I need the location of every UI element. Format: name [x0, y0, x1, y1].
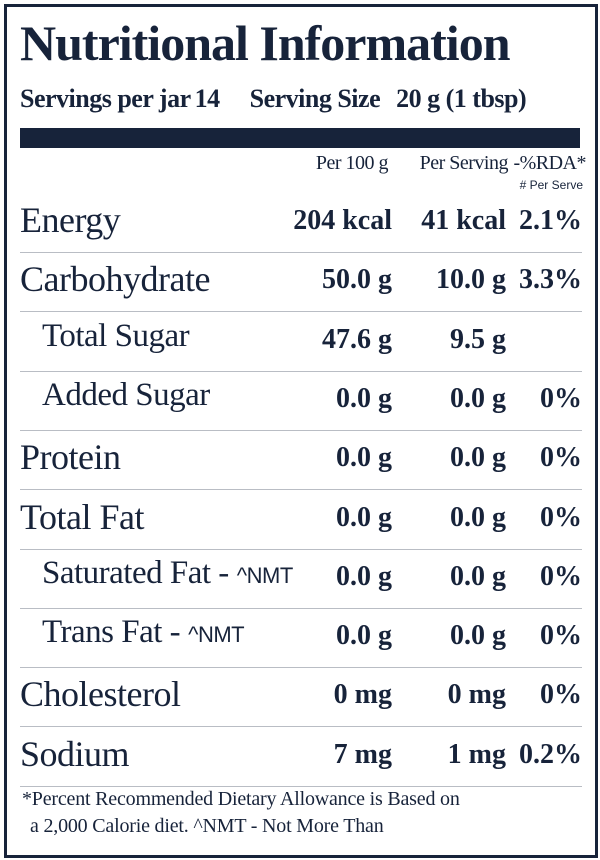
nutrient-value: 0.2% — [519, 738, 582, 770]
nutrient-row: Added Sugar 0.0 g 0.0 g 0% — [20, 371, 582, 431]
nutrient-row: Protein 0.0 g 0.0 g 0% — [20, 430, 582, 491]
nutrient-label: Trans Fat - — [42, 614, 181, 651]
nutrient-value: 3.3% — [519, 264, 582, 296]
column-header: -%RDA* — [513, 152, 586, 174]
nutrient-value: 2.1% — [519, 205, 582, 236]
nutrient-name: Cholesterol — [20, 673, 181, 715]
nutrient-label: Total Sugar — [42, 317, 190, 354]
nutrient-value: 0.0 g — [336, 620, 392, 652]
title: Nutritional Information — [20, 15, 510, 71]
nutrient-label: Protein — [20, 437, 121, 478]
nutrient-value: 47.6 g — [322, 323, 392, 355]
nutrient-value: 0% — [540, 382, 582, 414]
nutrient-value: 0.0 g — [336, 442, 392, 474]
nutrient-row: Carbohydrate 50.0 g 10.0 g 3.3% — [20, 252, 582, 313]
nutrient-value: 9.5 g — [450, 323, 506, 355]
nutrient-name: Trans Fat - ^NMT — [42, 614, 245, 651]
divider-bar — [20, 128, 580, 148]
nutrient-name: Total Fat — [20, 496, 144, 538]
nutrient-name: Sodium — [20, 733, 130, 775]
servings-label: Servings per jar — [20, 84, 191, 113]
nutrient-note: ^NMT — [236, 562, 293, 588]
nutrient-name: Protein — [20, 436, 121, 478]
nutrient-label: Energy — [20, 200, 121, 240]
nutrient-row: Saturated Fat - ^NMT 0.0 g 0.0 g 0% — [20, 549, 582, 609]
rda-note: # Per Serve — [519, 178, 583, 192]
nutrient-value: 7 mg — [333, 738, 392, 770]
nutrient-row: Total Sugar 47.6 g 9.5 g — [20, 312, 582, 372]
nutrient-label: Cholesterol — [20, 674, 181, 715]
frame — [4, 4, 598, 858]
nutrient-row: Total Fat 0.0 g 0.0 g 0% — [20, 490, 582, 550]
nutrient-value: 0.0 g — [450, 620, 506, 652]
nutrient-value: 0% — [540, 501, 582, 533]
nutrient-value: 0% — [540, 442, 582, 474]
nutrient-row: Sodium 7 mg 1 mg 0.2% — [20, 727, 582, 787]
column-header: Per Serving — [419, 152, 509, 174]
nutrient-value: 0.0 g — [450, 382, 506, 414]
nutrient-value: 0.0 g — [450, 501, 506, 533]
nutrient-label: Saturated Fat - — [42, 554, 229, 591]
nutrient-value: 0.0 g — [336, 382, 392, 414]
nutrient-label: Carbohydrate — [20, 259, 210, 300]
nutrient-value: 0% — [540, 679, 582, 711]
nutrient-row: Cholesterol 0 mg 0 mg 0% — [20, 667, 582, 728]
nutrient-value: 0 mg — [447, 679, 506, 711]
nutrient-name: Added Sugar — [42, 377, 210, 414]
nutrient-value: 0% — [540, 620, 582, 652]
nutrient-value: 0 mg — [333, 679, 392, 711]
nutrient-name: Saturated Fat - ^NMT — [42, 555, 293, 592]
nutrient-value: 0% — [540, 560, 582, 592]
servings-value: 14 — [194, 84, 221, 113]
nutrient-value: 10.0 g — [436, 264, 506, 296]
nutrient-note: ^NMT — [188, 622, 245, 648]
footnote-line: *Percent Recommended Dietary Allowance i… — [22, 788, 460, 810]
nutrient-value: 0.0 g — [450, 560, 506, 592]
nutrient-value: 0.0 g — [336, 560, 392, 592]
nutrient-label: Sodium — [20, 733, 130, 774]
nutrient-value: 41 kcal — [421, 205, 506, 236]
serving-size-label: Serving Size — [249, 84, 381, 113]
nutrient-value: 0.0 g — [336, 501, 392, 533]
column-header: Per 100 g — [315, 152, 389, 174]
nutrient-label: Total Fat — [20, 496, 144, 537]
footnote: *Percent Recommended Dietary Allowance i… — [22, 786, 460, 840]
nutrient-value: 204 kcal — [293, 205, 392, 236]
serving-line: Servings per jar 14 Serving Size 20 g (1 tb… — [20, 84, 530, 114]
nutrient-value: 50.0 g — [322, 264, 392, 296]
nutrient-value: 0.0 g — [450, 442, 506, 474]
nutrient-name: Total Sugar — [42, 317, 190, 355]
serving-size-value: 20 g (1 tbsp) — [396, 84, 527, 113]
nutrient-name: Carbohydrate — [20, 258, 210, 300]
nutrient-name: Energy — [20, 199, 121, 241]
nutrient-label: Added Sugar — [42, 376, 210, 413]
nutrient-row: Trans Fat - ^NMT 0.0 g 0.0 g 0% — [20, 608, 582, 669]
nutrient-value: 1 mg — [447, 738, 506, 770]
footnote-line: a 2,000 Calorie diet. ^NMT - Not More Th… — [30, 815, 384, 837]
nutrient-row: Energy 204 kcal 41 kcal 2.1% — [20, 193, 582, 253]
